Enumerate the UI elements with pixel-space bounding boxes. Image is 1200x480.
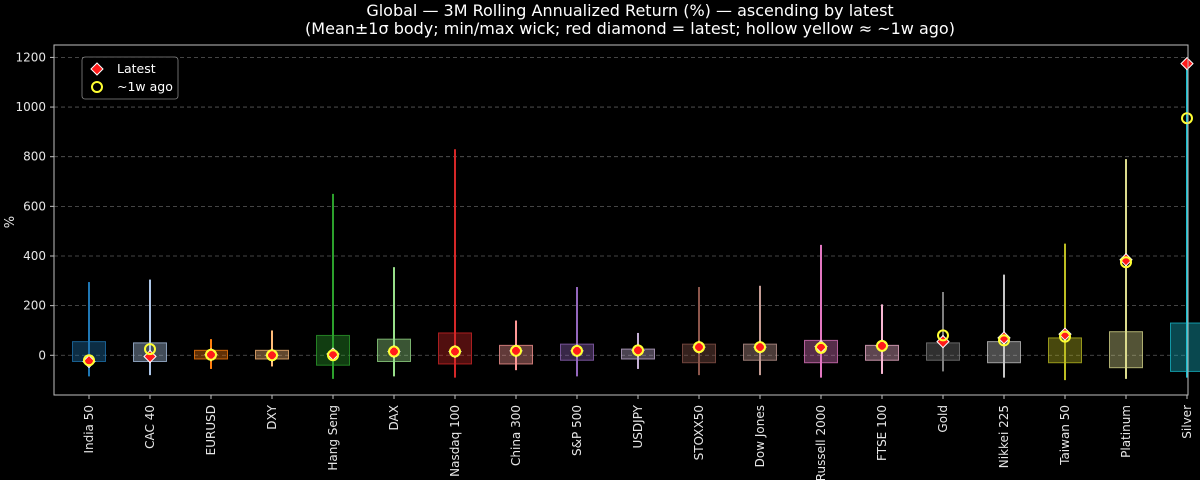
week-ago-circle xyxy=(937,329,949,342)
x-tick-label: India 50 xyxy=(82,405,96,454)
x-tick-label: USDJPY xyxy=(631,404,645,448)
week-ago-circle xyxy=(205,348,217,361)
legend-latest-diamond-icon xyxy=(90,62,104,76)
series-dxy xyxy=(255,330,289,367)
series-silver xyxy=(1170,56,1200,378)
body xyxy=(1109,331,1143,369)
legend-box xyxy=(81,56,179,100)
y-tick-label: 600 xyxy=(23,199,46,213)
x-tick-label: FTSE 100 xyxy=(875,405,889,461)
plot-area xyxy=(72,56,1200,381)
series-stoxx50 xyxy=(682,287,716,376)
week-ago-circle xyxy=(449,345,461,358)
series-nasdaq-100 xyxy=(438,149,472,378)
x-tick-label: STOXX50 xyxy=(692,405,706,460)
x-tick-label: Gold xyxy=(936,405,950,433)
x-axis-ticks: India 50 CAC 40 EURUSD DXY Hang Seng DAX Nasda… xyxy=(82,395,1194,480)
legend-week-ago-circle-icon xyxy=(91,81,103,93)
x-tick-label: Platinum xyxy=(1119,405,1133,458)
x-tick-label: S&P 500 xyxy=(570,405,584,456)
week-ago-circle xyxy=(815,341,827,354)
y-tick-label: 1000 xyxy=(15,100,46,114)
week-ago-circle xyxy=(1120,256,1132,269)
body xyxy=(1170,322,1200,372)
week-ago-circle xyxy=(83,354,95,367)
y-tick-label: 200 xyxy=(23,299,46,313)
series-dax xyxy=(377,267,411,377)
x-tick-label: CAC 40 xyxy=(143,405,157,449)
week-ago-circle xyxy=(266,349,278,362)
week-ago-circle xyxy=(1181,112,1193,125)
x-tick-label: China 300 xyxy=(509,405,523,466)
series-eurusd xyxy=(194,339,228,369)
week-ago-circle xyxy=(144,343,156,356)
series-s-p-500 xyxy=(560,287,594,377)
chart-subtitle: (Mean±1σ body; min/max wick; red diamond… xyxy=(305,19,955,38)
x-tick-label: Nikkei 225 xyxy=(997,405,1011,468)
week-ago-circle xyxy=(1059,330,1071,343)
week-ago-circle xyxy=(571,344,583,357)
series-dow-jones xyxy=(743,285,777,376)
series-platinum xyxy=(1109,159,1143,379)
x-tick-label: Nasdaq 100 xyxy=(448,405,462,477)
y-tick-label: 0 xyxy=(38,348,46,362)
series-usdjpy xyxy=(621,332,655,369)
y-axis-ticks: 0 200 400 600 800 1000 1200 xyxy=(15,50,54,362)
week-ago-circle xyxy=(876,339,888,352)
x-tick-label: Russell 2000 xyxy=(814,405,828,480)
grid-lines xyxy=(54,57,1188,356)
y-axis-label: % xyxy=(3,216,18,228)
series-gold xyxy=(926,291,960,372)
x-tick-label: Dow Jones xyxy=(753,405,767,467)
legend: Latest ~1w ago xyxy=(81,56,179,100)
week-ago-circle xyxy=(632,344,644,357)
y-tick-label: 800 xyxy=(23,150,46,164)
x-tick-label: Hang Seng xyxy=(326,405,340,471)
axes-frame xyxy=(53,44,1189,396)
series-cac-40 xyxy=(133,279,167,376)
x-tick-label: EURUSD xyxy=(204,405,218,455)
series-hang-seng xyxy=(316,193,350,379)
chart-title: Global — 3M Rolling Annualized Return (%… xyxy=(366,1,893,20)
latest-diamond xyxy=(997,331,1011,345)
y-tick-label: 400 xyxy=(23,249,46,263)
series-russell-2000 xyxy=(804,244,838,378)
week-ago-circle xyxy=(693,341,705,354)
week-ago-circle xyxy=(327,349,339,362)
week-ago-circle xyxy=(510,344,522,357)
series-nikkei-225 xyxy=(987,274,1021,378)
x-tick-label: Taiwan 50 xyxy=(1058,405,1072,466)
series-taiwan-50 xyxy=(1048,243,1082,381)
x-tick-label: DXY xyxy=(265,404,279,429)
legend-week-ago-label: ~1w ago xyxy=(117,79,173,94)
latest-diamond xyxy=(1058,327,1072,341)
x-tick-label: Silver xyxy=(1180,405,1194,439)
week-ago-circle xyxy=(754,341,766,354)
series-india-50 xyxy=(72,282,106,377)
latest-diamond xyxy=(1119,253,1133,267)
latest-diamond xyxy=(1180,56,1194,71)
week-ago-circle xyxy=(388,345,400,358)
y-tick-label: 1200 xyxy=(15,50,46,64)
legend-latest-label: Latest xyxy=(117,61,156,76)
x-tick-label: DAX xyxy=(387,405,401,430)
series-china-300 xyxy=(499,320,533,371)
series-ftse-100 xyxy=(865,304,899,374)
week-ago-circle xyxy=(998,334,1010,347)
